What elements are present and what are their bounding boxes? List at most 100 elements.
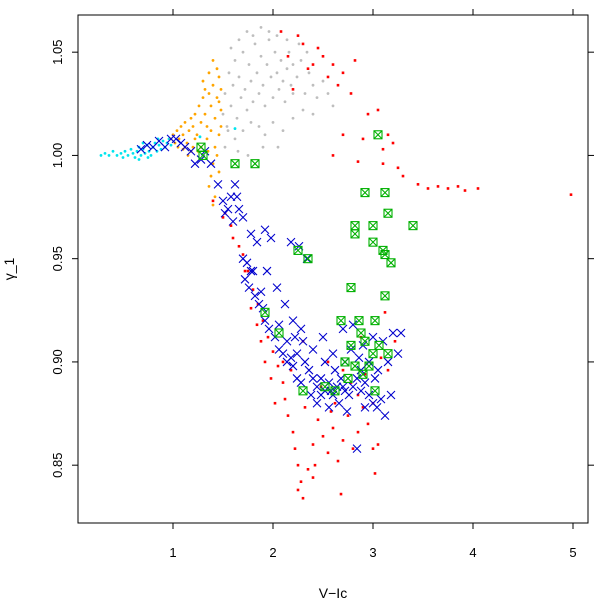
data-point: [133, 156, 137, 159]
data-point: [241, 50, 245, 54]
data-point: [231, 83, 235, 87]
boxed-x-marker: [260, 307, 270, 317]
data-point: [353, 59, 357, 62]
data-point: [273, 401, 277, 405]
data-point: [316, 418, 320, 422]
x-marker: [136, 144, 146, 154]
boxed-x-marker: [370, 316, 380, 326]
data-point: [139, 154, 143, 157]
data-point: [259, 339, 263, 343]
data-point: [217, 133, 221, 137]
data-point: [311, 443, 315, 446]
x-marker: [324, 402, 334, 412]
data-point: [229, 224, 233, 227]
data-point: [193, 137, 197, 141]
data-point: [215, 96, 219, 100]
data-point: [199, 120, 203, 124]
x-marker: [356, 386, 366, 396]
data-point: [237, 38, 241, 42]
x-marker: [142, 140, 152, 150]
data-point: [266, 335, 270, 339]
data-point: [195, 133, 199, 137]
data-point: [103, 151, 107, 155]
x-marker: [272, 283, 282, 292]
boxed-x-marker: [340, 357, 350, 367]
data-point: [356, 160, 360, 163]
data-point: [213, 195, 217, 199]
data-point: [296, 34, 300, 37]
boxed-x-marker: [380, 291, 390, 301]
data-point: [223, 145, 227, 149]
x-marker: [286, 353, 296, 363]
x-marker: [223, 204, 233, 214]
data-point: [267, 38, 271, 42]
x-marker: [256, 287, 266, 297]
data-point: [231, 236, 235, 240]
boxed-x-marker: [383, 208, 393, 218]
data-point: [207, 92, 211, 95]
data-point: [237, 75, 241, 79]
boxed-x-marker: [250, 159, 260, 169]
data-point: [149, 154, 153, 157]
data-point: [221, 112, 225, 116]
x-tick-label: 1: [169, 545, 176, 560]
x-marker: [288, 316, 298, 326]
data-point: [181, 133, 185, 137]
data-point: [243, 269, 247, 273]
data-point: [329, 410, 333, 413]
data-point: [386, 133, 390, 137]
x-marker: [252, 237, 262, 247]
data-point: [305, 50, 309, 54]
data-point: [183, 120, 187, 124]
boxed-x-marker: [408, 221, 418, 231]
data-point: [271, 350, 275, 353]
x-marker: [206, 159, 216, 169]
data-point: [366, 422, 370, 426]
data-point: [123, 149, 127, 153]
x-marker: [213, 179, 223, 189]
data-point: [381, 147, 385, 151]
boxed-x-marker: [303, 254, 313, 264]
data-point: [201, 79, 205, 83]
x-axis-label: V−Ic: [319, 585, 347, 600]
data-point: [436, 185, 440, 188]
data-point: [286, 55, 290, 58]
boxed-x-marker: [356, 328, 366, 338]
data-point: [376, 108, 380, 112]
boxed-x-marker: [373, 130, 383, 140]
data-point: [179, 125, 183, 128]
data-point: [246, 269, 250, 273]
data-point: [237, 244, 241, 248]
boxed-x-marker: [350, 221, 360, 231]
data-point: [187, 129, 191, 133]
boxed-x-marker: [196, 142, 206, 152]
data-point: [341, 133, 345, 137]
data-point: [271, 96, 275, 100]
x-marker: [218, 196, 228, 206]
x-marker: [171, 134, 181, 144]
boxed-x-marker: [374, 340, 384, 350]
x-marker: [186, 146, 196, 156]
data-point: [295, 75, 299, 79]
data-point: [301, 42, 305, 46]
data-point: [287, 50, 291, 54]
data-point: [261, 319, 265, 322]
data-point: [361, 137, 365, 141]
data-point: [271, 120, 275, 124]
data-point: [126, 154, 130, 157]
data-point: [207, 184, 211, 188]
data-point: [245, 108, 249, 112]
x-marker: [388, 328, 398, 338]
data-point: [366, 112, 370, 116]
x-marker: [226, 192, 236, 202]
data-point: [321, 434, 325, 438]
data-point: [279, 30, 283, 33]
x-marker: [290, 332, 300, 342]
data-point: [303, 406, 307, 409]
data-point: [386, 368, 390, 372]
data-point: [211, 83, 215, 87]
data-point: [263, 360, 267, 364]
x-tick-label: 2: [269, 545, 276, 560]
data-point: [115, 154, 119, 157]
data-point: [245, 30, 249, 33]
